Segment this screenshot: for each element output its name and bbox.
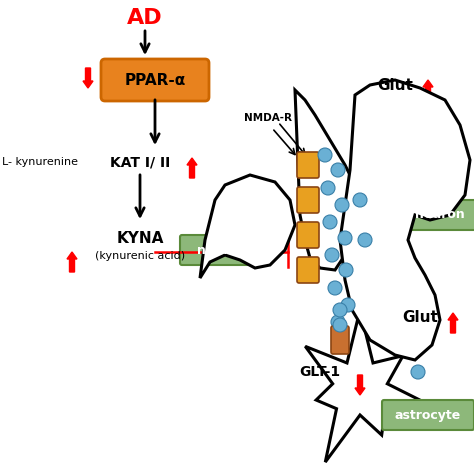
Circle shape <box>325 248 339 262</box>
FancyArrow shape <box>83 68 93 88</box>
FancyBboxPatch shape <box>297 152 319 178</box>
Text: AD: AD <box>127 8 163 28</box>
Circle shape <box>338 231 352 245</box>
Polygon shape <box>305 310 433 462</box>
Circle shape <box>339 263 353 277</box>
Circle shape <box>333 303 347 317</box>
Text: neuron: neuron <box>197 244 247 256</box>
Text: Glut: Glut <box>377 78 413 92</box>
FancyBboxPatch shape <box>297 222 319 248</box>
Circle shape <box>331 163 345 177</box>
Text: GLT-1: GLT-1 <box>300 365 340 379</box>
Text: PPAR-α: PPAR-α <box>124 73 186 88</box>
Text: neuron: neuron <box>415 209 465 221</box>
Circle shape <box>323 215 337 229</box>
Circle shape <box>328 281 342 295</box>
Circle shape <box>341 298 355 312</box>
Circle shape <box>321 181 335 195</box>
Text: KAT I/ II: KAT I/ II <box>110 155 170 169</box>
Circle shape <box>411 365 425 379</box>
Polygon shape <box>295 90 360 270</box>
FancyBboxPatch shape <box>101 59 209 101</box>
Circle shape <box>358 233 372 247</box>
Circle shape <box>331 315 345 329</box>
Polygon shape <box>340 80 470 360</box>
FancyArrow shape <box>67 252 77 272</box>
Circle shape <box>333 318 347 332</box>
Circle shape <box>335 198 349 212</box>
Text: astrocyte: astrocyte <box>395 409 461 421</box>
FancyBboxPatch shape <box>382 400 474 430</box>
Text: Glut: Glut <box>402 310 438 326</box>
FancyArrow shape <box>448 313 458 333</box>
FancyBboxPatch shape <box>331 326 349 354</box>
FancyArrow shape <box>187 158 197 178</box>
Circle shape <box>318 148 332 162</box>
Circle shape <box>353 193 367 207</box>
Text: L- kynurenine: L- kynurenine <box>2 157 78 167</box>
Text: KYNA: KYNA <box>116 230 164 246</box>
Text: NMDA-R: NMDA-R <box>244 113 292 123</box>
FancyBboxPatch shape <box>180 235 264 265</box>
Text: (kynurenic acid): (kynurenic acid) <box>95 251 185 261</box>
FancyArrow shape <box>423 80 433 100</box>
FancyBboxPatch shape <box>398 200 474 230</box>
FancyArrow shape <box>355 375 365 395</box>
FancyBboxPatch shape <box>297 257 319 283</box>
FancyBboxPatch shape <box>297 187 319 213</box>
Polygon shape <box>200 175 295 278</box>
